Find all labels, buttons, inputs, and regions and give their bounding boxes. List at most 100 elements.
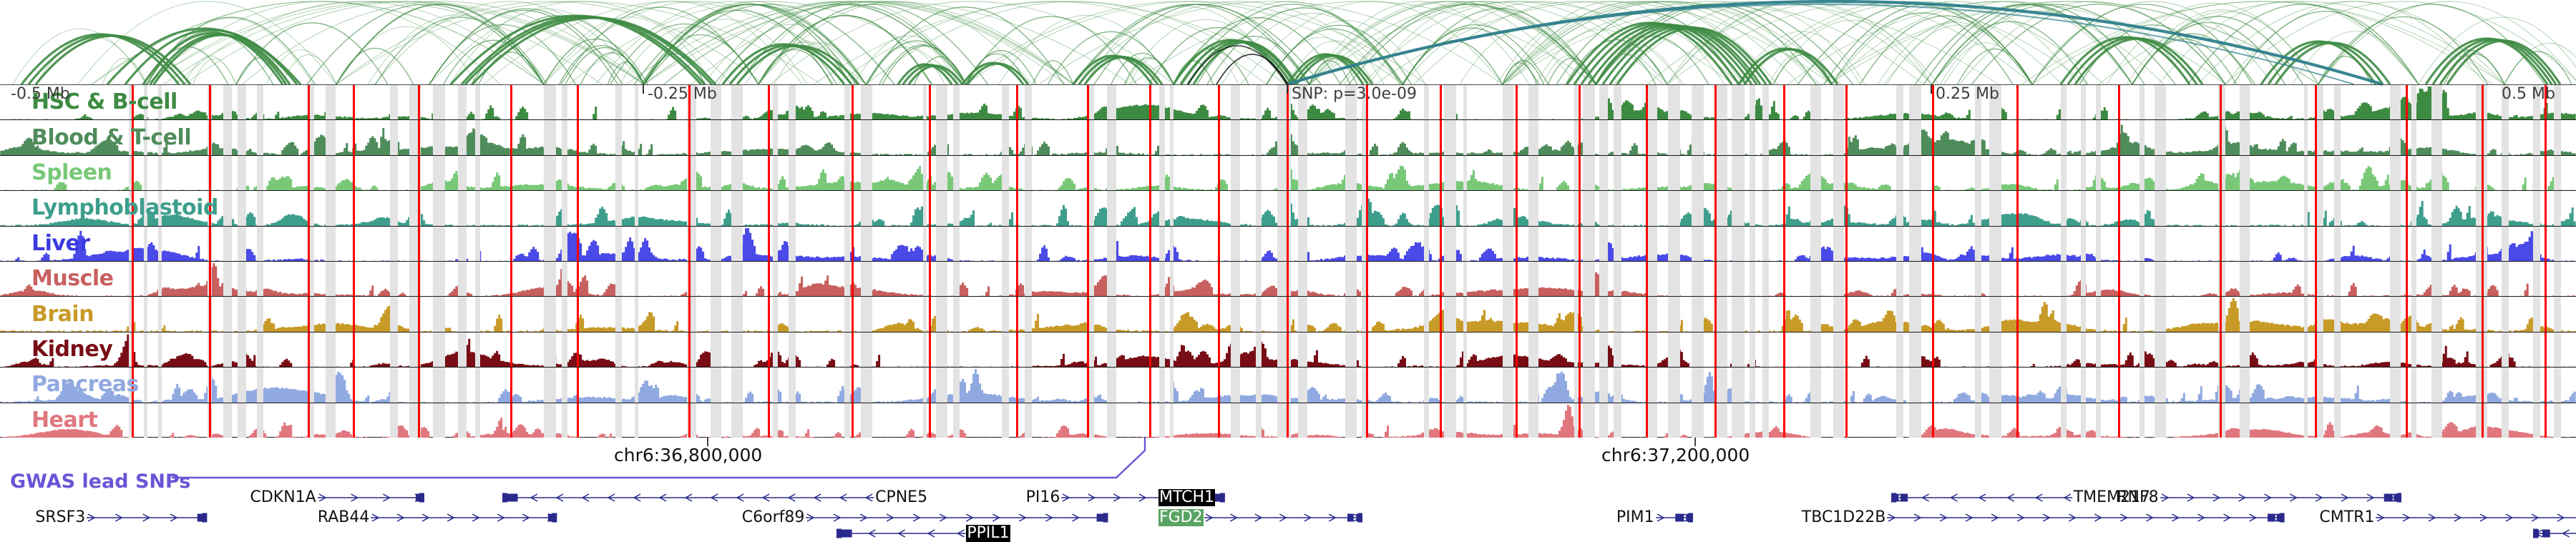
highlight-band xyxy=(2304,155,2308,191)
credible-snp-line xyxy=(852,297,854,332)
credible-snp-line xyxy=(929,368,931,403)
highlight-band xyxy=(1256,120,1262,155)
credible-snp-line xyxy=(510,403,512,438)
highlight-band xyxy=(158,297,162,332)
gene-label: C6orf89 xyxy=(741,508,805,526)
credible-snp-line xyxy=(1845,155,1848,191)
highlight-band xyxy=(635,226,638,261)
highlight-band xyxy=(1833,368,1844,403)
credible-snp-line xyxy=(353,120,355,155)
highlight-band xyxy=(1614,332,1621,368)
gene-tbc1d22b[interactable]: TBC1D22B xyxy=(1801,509,2285,526)
highlight-band xyxy=(1810,120,1821,155)
credible-snp-line xyxy=(1366,226,1368,261)
credible-snp-line xyxy=(1087,403,1089,438)
highlight-band xyxy=(861,226,872,261)
gene-cmtr1[interactable]: CMTR1 xyxy=(2318,509,2576,526)
credible-snp-line xyxy=(1366,85,1368,120)
highlight-band xyxy=(861,155,872,191)
highlight-band xyxy=(1444,368,1456,403)
highlight-band xyxy=(1646,120,1657,155)
highlight-band xyxy=(1692,85,1704,120)
highlight-band xyxy=(1732,226,1738,261)
highlight-band xyxy=(1231,332,1240,368)
highlight-band xyxy=(308,297,314,332)
highlight-band xyxy=(2155,226,2166,261)
gene-fgd2[interactable]: FGD2 xyxy=(1158,509,1363,526)
highlight-band xyxy=(1896,261,1903,297)
credible-snp-line xyxy=(1516,85,1518,120)
gene-mtch1[interactable]: MTCH1 xyxy=(1158,489,1216,506)
gene-srsf3[interactable]: SRSF3 xyxy=(34,509,208,526)
gene-cpne5[interactable]: CPNE5 xyxy=(502,489,928,506)
highlight-band xyxy=(308,261,314,297)
highlight-band xyxy=(1717,155,1727,191)
highlight-band xyxy=(1231,155,1240,191)
highlight-band xyxy=(2315,191,2323,226)
highlight-band xyxy=(1810,368,1821,403)
gene-ppil1[interactable]: PPIL1 xyxy=(836,525,1010,542)
highlight-band xyxy=(1732,155,1738,191)
highlight-band xyxy=(2061,261,2067,297)
credible-snp-line xyxy=(1366,403,1368,438)
credible-snp-line xyxy=(577,85,579,120)
highlight-band xyxy=(158,332,162,368)
highlight-band xyxy=(1599,120,1608,155)
highlight-band xyxy=(923,261,927,297)
highlight-band xyxy=(1528,368,1538,403)
credible-snp-line xyxy=(2118,297,2120,332)
gene-cdkn1a[interactable]: CDKN1A xyxy=(249,489,424,506)
credible-snp-line xyxy=(1516,368,1518,403)
highlight-band xyxy=(2315,226,2323,261)
highlight-band xyxy=(1444,120,1456,155)
gene-pim1[interactable]: PIM1 xyxy=(1616,509,1693,526)
highlight-band xyxy=(1159,332,1165,368)
highlight-band xyxy=(1281,155,1291,191)
highlight-band xyxy=(1762,85,1769,120)
credible-snp-line xyxy=(577,155,579,191)
highlight-band xyxy=(731,297,743,332)
credible-snp-line xyxy=(2315,226,2317,261)
credible-snp-line xyxy=(1440,85,1442,120)
gene-rab44[interactable]: RAB44 xyxy=(317,509,557,526)
highlight-band xyxy=(923,368,927,403)
highlight-band xyxy=(1159,120,1165,155)
highlight-band xyxy=(844,297,850,332)
highlight-band xyxy=(1810,85,1821,120)
credible-snp-line xyxy=(577,332,579,368)
credible-snp-line xyxy=(688,155,691,191)
highlight-band xyxy=(1896,403,1903,438)
highlight-band xyxy=(1256,403,1262,438)
credible-snp-line xyxy=(1579,120,1581,155)
highlight-band xyxy=(2554,261,2561,297)
highlight-band xyxy=(2155,85,2166,120)
highlight-band xyxy=(1088,226,1094,261)
highlight-band xyxy=(158,261,162,297)
highlight-band xyxy=(2533,85,2540,120)
highlight-band xyxy=(238,261,246,297)
highlight-band xyxy=(2502,403,2509,438)
gene-tmem217[interactable]: TMEM217 xyxy=(1890,489,2151,506)
highlight-band xyxy=(2240,332,2250,368)
highlight-band xyxy=(773,226,778,261)
gene-c6orf89[interactable]: C6orf89 xyxy=(741,509,1108,526)
credible-snp-line xyxy=(1440,261,1442,297)
coverage-track-heart: Heart xyxy=(0,402,2576,438)
highlight-band xyxy=(1463,191,1467,226)
highlight-band xyxy=(844,120,850,155)
highlight-band xyxy=(1002,297,1009,332)
credible-snp-line xyxy=(308,261,310,297)
highlight-band xyxy=(1231,261,1240,297)
highlight-band xyxy=(861,120,872,155)
gene-ccdc167[interactable]: CCDC167 xyxy=(2533,525,2576,542)
highlight-band xyxy=(257,191,263,226)
highlight-band xyxy=(1762,297,1769,332)
highlight-band xyxy=(308,368,314,403)
highlight-band xyxy=(1668,368,1680,403)
credible-snp-line xyxy=(1783,403,1785,438)
gene-rnf8[interactable]: RNF8 xyxy=(2116,489,2402,506)
lead-snp-line xyxy=(1287,403,1289,438)
credible-snp-line xyxy=(1646,368,1648,403)
credible-snp-line xyxy=(132,120,134,155)
